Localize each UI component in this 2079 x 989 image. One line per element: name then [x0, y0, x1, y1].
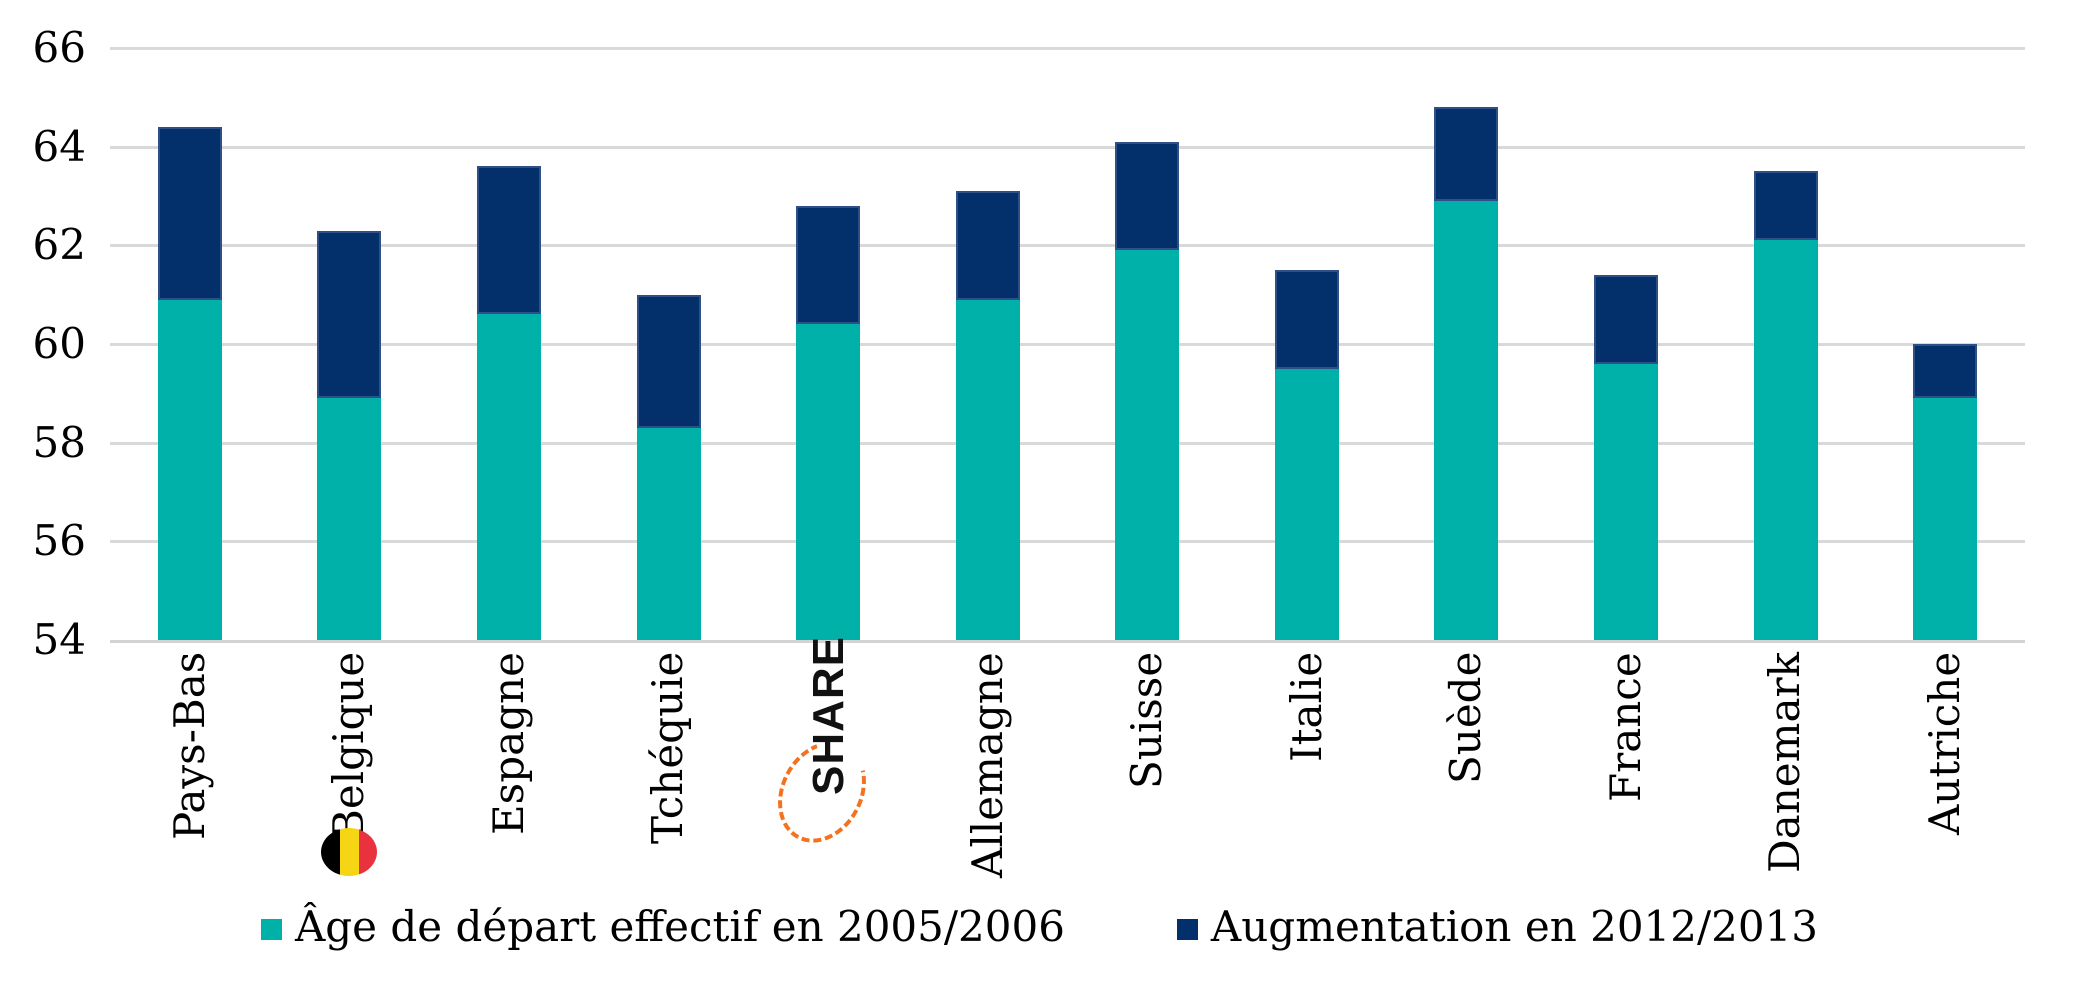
- gridline-60: [110, 343, 2025, 346]
- flag-stripe-black: [321, 828, 341, 876]
- x-category-label-Italie: Italie: [1281, 652, 1331, 763]
- x-category-label-Suède: Suède: [1441, 652, 1491, 785]
- x-axis-line: [110, 640, 2025, 643]
- bar-segment-2005-share: [796, 324, 861, 640]
- x-category-label-France: France: [1600, 652, 1650, 802]
- y-tick-label-66: 66: [32, 23, 86, 72]
- bar-segment-2005-Pays-Bas: [157, 299, 222, 640]
- legend-swatch-navy-icon: [1176, 919, 1198, 940]
- bar-segment-augmentation-Suisse: [1115, 141, 1180, 251]
- bar-segment-2005-Danemark: [1753, 240, 1818, 640]
- bar-segment-augmentation-share: [796, 205, 861, 325]
- bar-segment-2005-Allemagne: [955, 299, 1020, 640]
- flag-stripe-red: [358, 828, 378, 876]
- legend-swatch-teal-icon: [260, 919, 282, 940]
- y-tick-label-64: 64: [32, 121, 86, 171]
- gridline-58: [110, 441, 2025, 445]
- legend-item-2012-2013: Augmentation en 2012/2013: [1176, 902, 1819, 951]
- legend-label: Augmentation en 2012/2013: [1210, 902, 1819, 951]
- bar-segment-augmentation-Tchéquie: [636, 294, 701, 428]
- x-category-label-Pays-Bas: Pays-Bas: [164, 652, 214, 841]
- bar-segment-augmentation-Allemagne: [955, 191, 1020, 300]
- gridline-64: [110, 145, 2025, 149]
- bar-segment-augmentation-Espagne: [476, 166, 541, 315]
- x-category-label-Autriche: Autriche: [1920, 652, 1970, 836]
- bar-segment-augmentation-Pays-Bas: [157, 126, 222, 300]
- bar-segment-augmentation-Autriche: [1913, 344, 1978, 399]
- gridline-66: [110, 47, 2025, 50]
- x-category-label-Danemark: Danemark: [1760, 652, 1810, 874]
- y-tick-label-58: 58: [32, 417, 86, 467]
- x-category-label-Suisse: Suisse: [1122, 652, 1172, 790]
- chart-legend: Âge de départ effectif en 2005/2006 Augm…: [0, 902, 2079, 951]
- bar-segment-2005-Suisse: [1115, 250, 1180, 640]
- bar-segment-augmentation-Italie: [1274, 270, 1339, 369]
- y-tick-label-62: 62: [32, 220, 86, 270]
- x-category-label-Tchéquie: Tchéquie: [643, 652, 693, 845]
- bar-segment-2005-Italie: [1274, 368, 1339, 640]
- bar-segment-2005-France: [1594, 363, 1659, 640]
- bar-segment-2005-Espagne: [476, 314, 541, 640]
- bar-segment-2005-Tchéquie: [636, 427, 701, 640]
- y-tick-label-56: 56: [32, 516, 86, 566]
- share-logo-orbit-icon: [761, 725, 884, 859]
- share-logo: SHARE: [758, 636, 898, 893]
- gridline-56: [110, 540, 2025, 544]
- y-tick-label-54: 54: [32, 615, 86, 664]
- bar-segment-augmentation-Danemark: [1753, 171, 1818, 241]
- y-tick-label-60: 60: [32, 319, 86, 368]
- bar-segment-augmentation-Belgique: [317, 230, 382, 399]
- x-category-label-Allemagne: Allemagne: [962, 652, 1012, 878]
- bar-segment-2005-Suède: [1434, 200, 1499, 640]
- flag-stripe-yellow: [340, 828, 359, 876]
- legend-label: Âge de départ effectif en 2005/2006: [294, 902, 1065, 951]
- legend-item-2005-2006: Âge de départ effectif en 2005/2006: [260, 902, 1065, 951]
- bar-segment-2005-Belgique: [317, 398, 382, 640]
- bar-segment-2005-Autriche: [1913, 398, 1978, 640]
- belgium-flag-icon: [321, 828, 378, 876]
- x-category-label-Espagne: Espagne: [483, 652, 533, 835]
- x-axis-category-labels: Pays-Bas Belgique Espagne Tchéquie Allemagne…: [110, 652, 2025, 884]
- bar-segment-augmentation-France: [1594, 274, 1659, 364]
- bar-segment-augmentation-Suède: [1434, 107, 1499, 201]
- gridline-62: [110, 244, 2025, 248]
